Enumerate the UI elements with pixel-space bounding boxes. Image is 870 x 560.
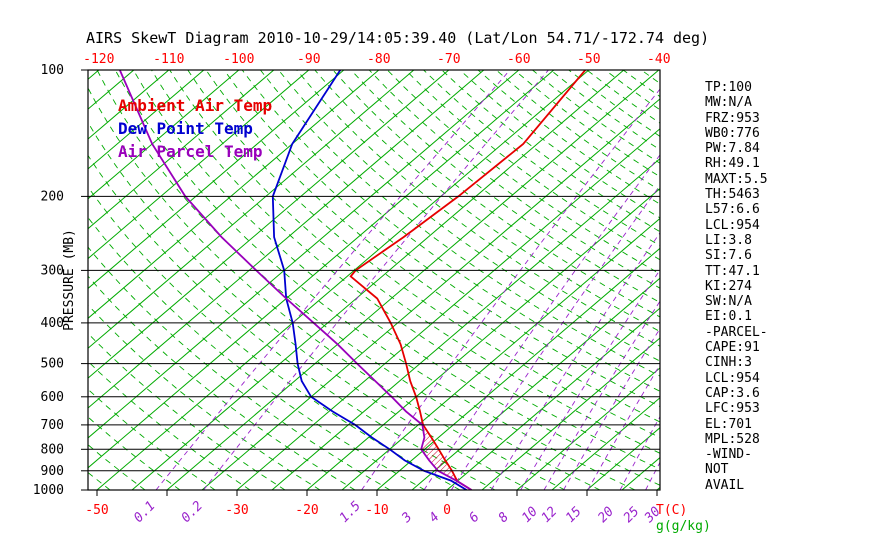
mixing-ratio-tick-label: 0.2 bbox=[179, 498, 206, 525]
stat-line: NOT bbox=[705, 462, 729, 478]
bottom-temp-tick-label: -20 bbox=[295, 503, 318, 518]
pressure-axis-label: PRESSURE (MB) bbox=[62, 229, 77, 331]
top-temp-tick-label: -70 bbox=[437, 52, 460, 67]
mixing-ratio-tick-label: 0.1 bbox=[131, 499, 158, 526]
cape-hatch-area bbox=[422, 426, 458, 482]
top-temp-tick-label: -60 bbox=[507, 52, 530, 67]
top-temp-tick-label: -90 bbox=[297, 52, 320, 67]
stat-line: SW:N/A bbox=[705, 294, 752, 310]
mixing-ratio-tick-label: 4 bbox=[427, 510, 443, 526]
stat-line: RH:49.1 bbox=[705, 156, 760, 172]
isotherm-lines bbox=[88, 70, 660, 490]
stat-line: PW:7.84 bbox=[705, 141, 760, 157]
pressure-tick-label: 1000 bbox=[33, 483, 64, 498]
mixing-ratio-tick-label: 25 bbox=[621, 504, 643, 526]
stat-line: TP:100 bbox=[705, 80, 752, 95]
top-temp-tick-label: -100 bbox=[223, 52, 254, 67]
stat-line: MW:N/A bbox=[705, 95, 752, 111]
pressure-tick-label: 900 bbox=[41, 464, 64, 479]
pressure-tick-label: 500 bbox=[41, 357, 64, 372]
bottom-temp-tick-label: -10 bbox=[365, 503, 388, 518]
plot-area-lines bbox=[88, 70, 660, 490]
stat-line: WB0:776 bbox=[705, 125, 760, 141]
mixing-unit-label: g(g/kg) bbox=[656, 519, 711, 534]
curve-parcel-temp bbox=[118, 70, 472, 490]
mixing-ratio-lines bbox=[155, 70, 660, 490]
chart-title: AIRS SkewT Diagram 2010-10-29/14:05:39.4… bbox=[86, 29, 710, 47]
bottom-temp-tick-label: -30 bbox=[225, 503, 248, 518]
bottom-temp-tick-label: 0 bbox=[443, 503, 451, 518]
legend: Ambient Air Temp Dew Point Temp Air Parcel… bbox=[118, 94, 272, 163]
curve-dew-point bbox=[271, 70, 468, 490]
stat-line: AVAIL bbox=[705, 477, 745, 493]
mixing-ratio-tick-label: 8 bbox=[496, 510, 512, 526]
pressure-tick-label: 800 bbox=[41, 442, 64, 457]
curve-ambient-temp bbox=[349, 70, 586, 490]
pressure-tick-label: 300 bbox=[41, 263, 64, 278]
stat-line: FRZ:953 bbox=[705, 110, 760, 126]
legend-item: Ambient Air Temp bbox=[118, 96, 273, 115]
stat-line: CAP:3.6 bbox=[705, 385, 760, 401]
stat-line: CAPE:91 bbox=[705, 340, 760, 356]
pressure-tick-label: 600 bbox=[41, 390, 64, 405]
stat-line: LI:3.8 bbox=[705, 232, 752, 248]
mixing-ratio-tick-label: 20 bbox=[595, 504, 617, 526]
pressure-tick-label: 100 bbox=[41, 63, 64, 78]
bottom-temp-tick-label: -50 bbox=[85, 503, 108, 518]
stat-line: TT:47.1 bbox=[705, 263, 760, 279]
legend-item: Dew Point Temp bbox=[118, 119, 253, 138]
top-temp-tick-label: -80 bbox=[367, 52, 390, 67]
mixing-ratio-tick-label: 1.5 bbox=[337, 498, 364, 525]
stat-line: MAXT:5.5 bbox=[705, 171, 768, 187]
mixing-ratio-tick-label: 6 bbox=[466, 510, 482, 526]
stat-line: -PARCEL- bbox=[705, 324, 768, 340]
stat-line: LCL:954 bbox=[705, 370, 760, 386]
stat-line: EI:0.1 bbox=[705, 309, 752, 325]
stats-panel: TP:100 MW:N/A FRZ:953 WB0:776 PW:7.84 RH:49.1… bbox=[705, 80, 768, 493]
dry-adiabat-lines bbox=[88, 70, 660, 490]
pressure-tick-label: 200 bbox=[41, 189, 64, 204]
stat-line: EL:701 bbox=[705, 416, 752, 432]
stat-line: MPL:528 bbox=[705, 431, 760, 447]
pressure-tick-label: 400 bbox=[41, 316, 64, 331]
mixing-ratio-tick-label: 15 bbox=[563, 504, 585, 526]
temp-unit-label: T(C) bbox=[656, 503, 687, 518]
stat-line: LCL:954 bbox=[705, 217, 760, 233]
mixing-ratio-tick-label: 12 bbox=[539, 504, 561, 526]
stat-line: LFC:953 bbox=[705, 401, 760, 417]
top-temp-tick-label: -120 bbox=[83, 52, 114, 67]
stat-line: SI:7.6 bbox=[705, 248, 752, 264]
top-temp-tick-label: -40 bbox=[647, 52, 670, 67]
mixing-ratio-tick-label: 3 bbox=[399, 510, 416, 527]
stat-line: L57:6.6 bbox=[705, 202, 760, 218]
stat-line: CINH:3 bbox=[705, 355, 752, 371]
stat-line: KI:274 bbox=[705, 278, 752, 294]
legend-item: Air Parcel Temp bbox=[118, 142, 263, 161]
pressure-tick-label: 700 bbox=[41, 418, 64, 433]
plot-frame bbox=[87, 69, 661, 491]
stat-line: -WIND- bbox=[705, 447, 752, 463]
bottom-ticks bbox=[96, 490, 658, 496]
top-temp-tick-label: -110 bbox=[153, 52, 184, 67]
stat-line: TH:5463 bbox=[705, 187, 760, 203]
top-temp-tick-label: -50 bbox=[577, 52, 600, 67]
